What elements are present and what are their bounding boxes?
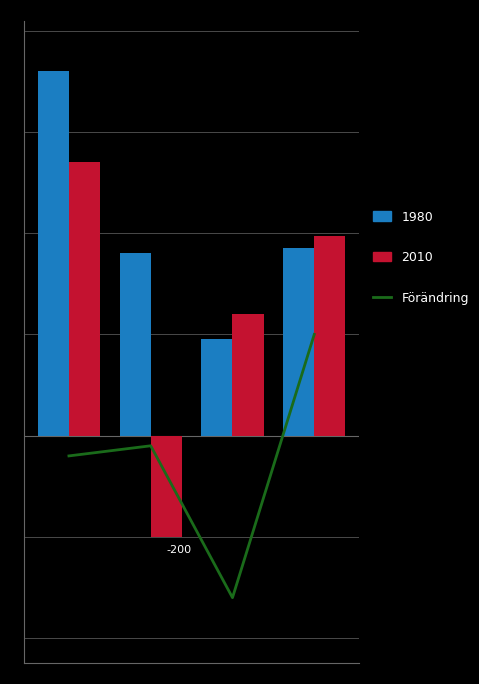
Bar (232, 314, 263, 436)
Bar (314, 236, 345, 436)
Bar (151, 436, 182, 537)
Bar (201, 339, 232, 436)
Bar (69, 162, 100, 436)
Text: -200: -200 (166, 544, 192, 555)
Bar (283, 248, 314, 436)
Bar (120, 253, 151, 436)
Legend: 1980, 2010, Förändring: 1980, 2010, Förändring (369, 207, 473, 308)
Bar (38, 71, 69, 436)
